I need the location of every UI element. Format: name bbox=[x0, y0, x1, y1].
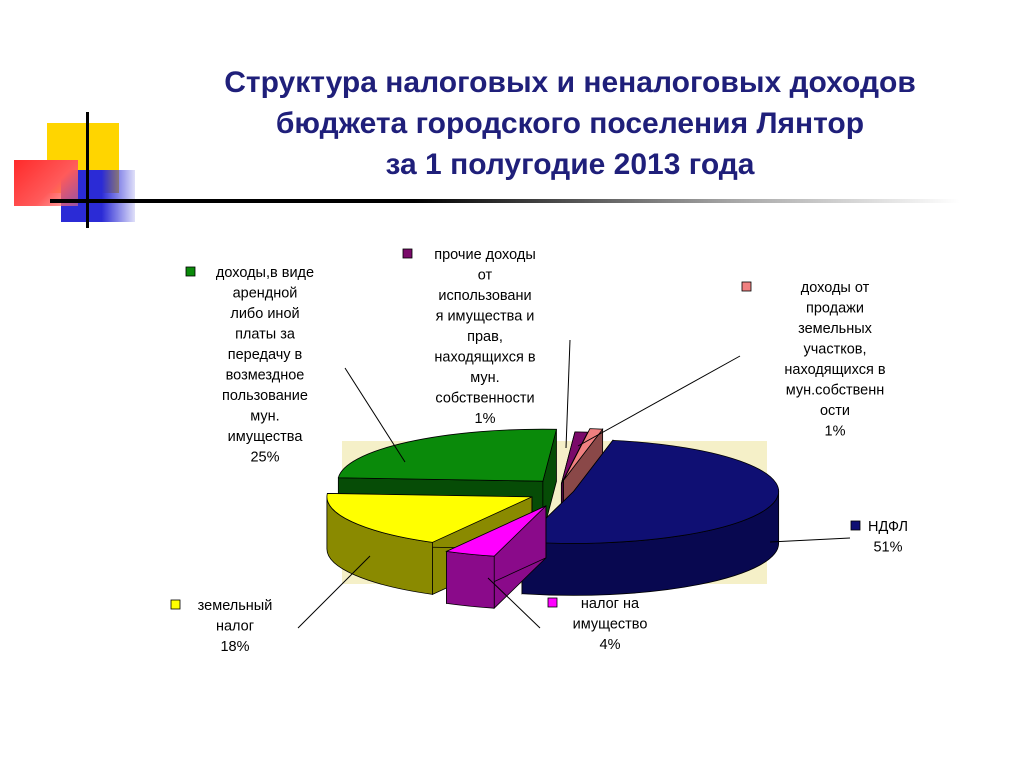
slice-5-top bbox=[563, 428, 604, 481]
pie-slices bbox=[326, 428, 780, 610]
slice-name-line-3-1: арендной bbox=[233, 286, 298, 302]
slice-label-0: НДФЛ 51% bbox=[868, 519, 908, 556]
leader-line-0 bbox=[769, 537, 851, 543]
slice-name-line-4-4: прав, bbox=[467, 329, 503, 345]
slice-value-label-1: 4% bbox=[600, 637, 621, 653]
slice-value-label-4: 1% bbox=[475, 411, 496, 427]
slice-name-line-5-5: мун.собственн bbox=[786, 383, 885, 399]
slice-name-line-1-1: имущество bbox=[573, 617, 648, 633]
slice-value-label-2: 18% bbox=[220, 639, 249, 655]
slice-name-line-4-5: находящихся в bbox=[434, 350, 535, 366]
legend-key-4 bbox=[402, 248, 413, 259]
leader-lines bbox=[297, 339, 851, 629]
slice-name-line-3-2: либо иной bbox=[230, 306, 299, 322]
leader-line-1 bbox=[487, 577, 541, 629]
slice-2-top bbox=[326, 493, 533, 543]
slice-name-line-4-1: от bbox=[478, 268, 493, 284]
legend-key-1 bbox=[547, 597, 558, 608]
legend-key-5 bbox=[741, 281, 752, 292]
slice-value-label-5: 1% bbox=[825, 424, 846, 440]
slice-name-line-5-2: земельных bbox=[798, 321, 873, 337]
slice-name-line-4-3: я имущества и bbox=[436, 309, 535, 325]
slice-1 bbox=[445, 504, 547, 610]
slice-1-top bbox=[445, 505, 547, 557]
slice-3-top bbox=[337, 428, 557, 482]
leader-line-5 bbox=[577, 355, 741, 447]
slice-name-line-3-7: мун. bbox=[250, 409, 279, 425]
slice-name-line-5-0: доходы от bbox=[801, 280, 870, 296]
slice-name-line-4-6: мун. bbox=[470, 370, 499, 386]
decor-vertical-line bbox=[86, 112, 89, 228]
slice-label-3: доходы,в виде арендной либо иной платы за пе… bbox=[216, 265, 314, 466]
slice-name-line-5-1: продажи bbox=[806, 301, 864, 317]
leader-line-4 bbox=[565, 339, 571, 449]
slice-1-outer-wall-0 bbox=[446, 550, 495, 609]
slice-name-line-4-7: собственности bbox=[435, 391, 534, 407]
slice-name-line-5-3: участков, bbox=[803, 342, 866, 358]
slice-name-line-3-6: пользование bbox=[222, 388, 308, 404]
title-line-3: за 1 полугодие 2013 года bbox=[385, 148, 755, 181]
slide-title: Структура налоговых и неналоговых доходо… bbox=[120, 62, 1020, 185]
slice-label-1: налог на имущество 4% bbox=[573, 596, 648, 653]
slice-name-line-3-3: платы за bbox=[235, 327, 296, 343]
slice-name-line-3-8: имущества bbox=[228, 429, 304, 445]
slice-label-5: доходы от продажи земельных участков, находя… bbox=[784, 280, 885, 440]
slice-label-2: земельный налог 18% bbox=[198, 598, 273, 655]
legend-key-2 bbox=[170, 599, 181, 610]
slice-name-line-4-0: прочие доходы bbox=[434, 247, 536, 263]
title-line-1: Структура налоговых и неналоговых доходо… bbox=[224, 66, 916, 99]
decor-red-square bbox=[14, 160, 78, 206]
slice-value-label-0: 51% bbox=[873, 540, 902, 556]
leader-line-2 bbox=[297, 555, 371, 629]
slice-0 bbox=[521, 439, 780, 596]
slice-name-line-3-5: возмездное bbox=[226, 368, 305, 384]
slice-name-line-5-4: находящихся в bbox=[784, 362, 885, 378]
slice-name-line-3-0: доходы,в виде bbox=[216, 265, 314, 281]
slice-name-line-2-1: налог bbox=[216, 619, 254, 635]
slice-name-line-3-4: передачу в bbox=[228, 347, 303, 363]
title-line-2: бюджета городского поселения Лянтор bbox=[275, 107, 865, 140]
slice-name-line-5-6: ости bbox=[820, 403, 850, 419]
legend-key-3 bbox=[185, 266, 196, 277]
legend-key-0 bbox=[850, 520, 861, 531]
title-underline bbox=[50, 199, 960, 203]
slice-name-line-1-0: налог на bbox=[581, 596, 640, 612]
slice-value-label-3: 25% bbox=[250, 450, 279, 466]
slice-0-top bbox=[521, 439, 780, 544]
slice-label-4: прочие доходы от использовани я имущества и… bbox=[434, 247, 536, 427]
slice-name-line-0-0: НДФЛ bbox=[868, 519, 908, 535]
leader-line-3 bbox=[344, 367, 406, 463]
slice-labels: НДФЛ 51% налог на имущество 4% земельный налог… bbox=[170, 247, 908, 655]
slice-name-line-4-2: использовани bbox=[438, 288, 531, 304]
slice-name-line-2-0: земельный bbox=[198, 598, 273, 614]
